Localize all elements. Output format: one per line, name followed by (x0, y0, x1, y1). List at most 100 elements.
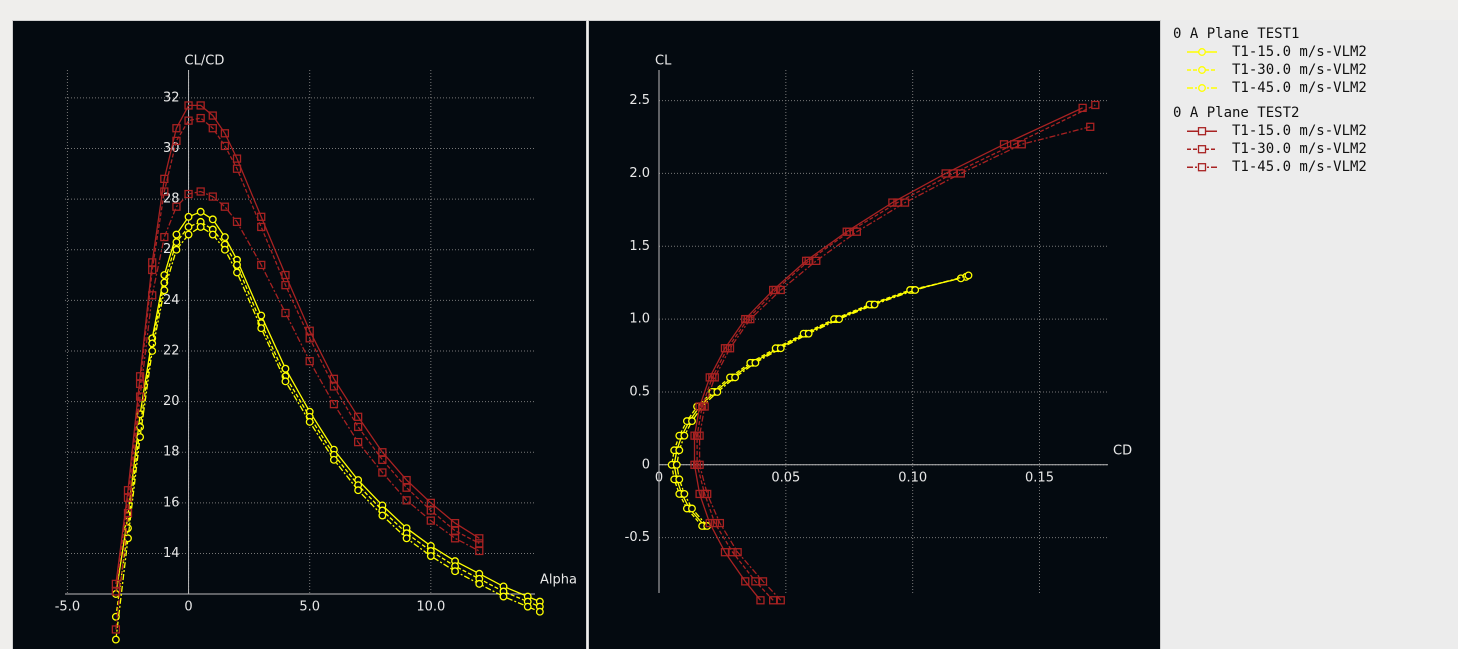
marker (756, 596, 765, 605)
marker (329, 399, 339, 409)
marker (160, 278, 169, 287)
marker (695, 431, 704, 440)
legend-label: T1-15.0 m/s-VLM2 (1232, 123, 1367, 139)
marker (184, 189, 193, 199)
marker (475, 534, 484, 543)
marker (733, 548, 742, 557)
marker (136, 433, 145, 442)
marker (705, 518, 714, 528)
marker (523, 602, 532, 611)
marker (111, 625, 121, 634)
x-tick-label: 0.15 (1025, 470, 1054, 485)
marker (353, 412, 363, 421)
legend-panel (1161, 20, 1458, 649)
marker (148, 347, 157, 355)
marker (475, 579, 484, 588)
y-tick-label: 2.5 (629, 93, 650, 108)
legend-marker (1197, 145, 1207, 154)
marker (451, 567, 460, 576)
legend-label: T1-45.0 m/s-VLM2 (1232, 80, 1367, 96)
marker (776, 285, 785, 295)
marker (123, 508, 133, 518)
marker (675, 475, 684, 484)
marker (329, 382, 339, 391)
marker (160, 187, 169, 196)
marker (305, 356, 314, 366)
marker (281, 377, 290, 386)
marker (680, 431, 689, 440)
legend-marker (1198, 48, 1206, 56)
marker (124, 534, 132, 543)
marker (184, 116, 193, 125)
marker (426, 552, 435, 560)
marker (208, 230, 217, 239)
marker (758, 577, 768, 586)
marker (148, 265, 157, 275)
y-tick-label: 0 (642, 457, 650, 472)
series-line (115, 226, 541, 640)
marker (715, 518, 725, 528)
marker (208, 215, 217, 224)
marker (688, 417, 696, 426)
legend-group: 0 A Plane TEST1 (1173, 26, 1299, 42)
marker (402, 534, 411, 543)
marker (196, 207, 205, 216)
legend-label: T1-30.0 m/s-VLM2 (1232, 141, 1367, 157)
marker (220, 202, 230, 211)
series-line (698, 126, 1091, 601)
marker (208, 192, 217, 201)
marker (196, 187, 205, 196)
marker (354, 486, 363, 495)
marker (852, 227, 862, 236)
marker (776, 344, 785, 353)
legend-group: 0 A Plane TEST2 (1173, 105, 1299, 121)
marker (900, 198, 910, 207)
marker (804, 329, 813, 338)
marker (751, 358, 760, 367)
x-tick-label: 10.0 (416, 600, 445, 615)
marker (378, 511, 387, 520)
marker (305, 417, 314, 426)
legend-label: T1-30.0 m/s-VLM2 (1232, 62, 1367, 78)
marker (703, 489, 712, 499)
series-line (115, 190, 480, 630)
marker (746, 314, 755, 324)
marker (450, 534, 460, 543)
marker (402, 483, 411, 492)
marker (672, 460, 681, 469)
marker (196, 113, 205, 123)
marker (675, 446, 684, 455)
marker (1086, 122, 1095, 131)
marker (172, 202, 181, 211)
marker (123, 493, 133, 502)
marker (220, 233, 229, 242)
marker (1078, 103, 1087, 113)
marker (232, 217, 242, 227)
marker (999, 140, 1009, 149)
marker (499, 592, 508, 601)
marker (835, 315, 844, 324)
y-axis-title: CL (655, 54, 672, 69)
marker (148, 291, 157, 300)
chart-area: -5.0 0 5.0 10.014161820222426283032CL/CDAlp… (55, 54, 577, 644)
legend-label: T1-45.0 m/s-VLM2 (1232, 159, 1367, 175)
y-tick-label: 28 (163, 192, 180, 207)
marker (160, 232, 169, 242)
marker (812, 256, 821, 265)
marker (220, 141, 230, 151)
marker (208, 124, 217, 133)
legend-marker (1198, 84, 1206, 92)
series-line (693, 107, 1083, 601)
marker (172, 124, 181, 133)
y-tick-label: 24 (163, 293, 180, 308)
marker (281, 281, 290, 290)
y-tick-label: 1.5 (629, 239, 650, 254)
y-tick-label: -0.5 (625, 530, 650, 545)
marker (257, 222, 266, 232)
marker (220, 129, 230, 138)
marker (710, 518, 719, 528)
marker (695, 460, 704, 469)
legend: 0 A Plane TEST1 T1-15.0 m/s-VLM2 T1-30.0 m… (1173, 26, 1367, 175)
marker (776, 596, 785, 605)
